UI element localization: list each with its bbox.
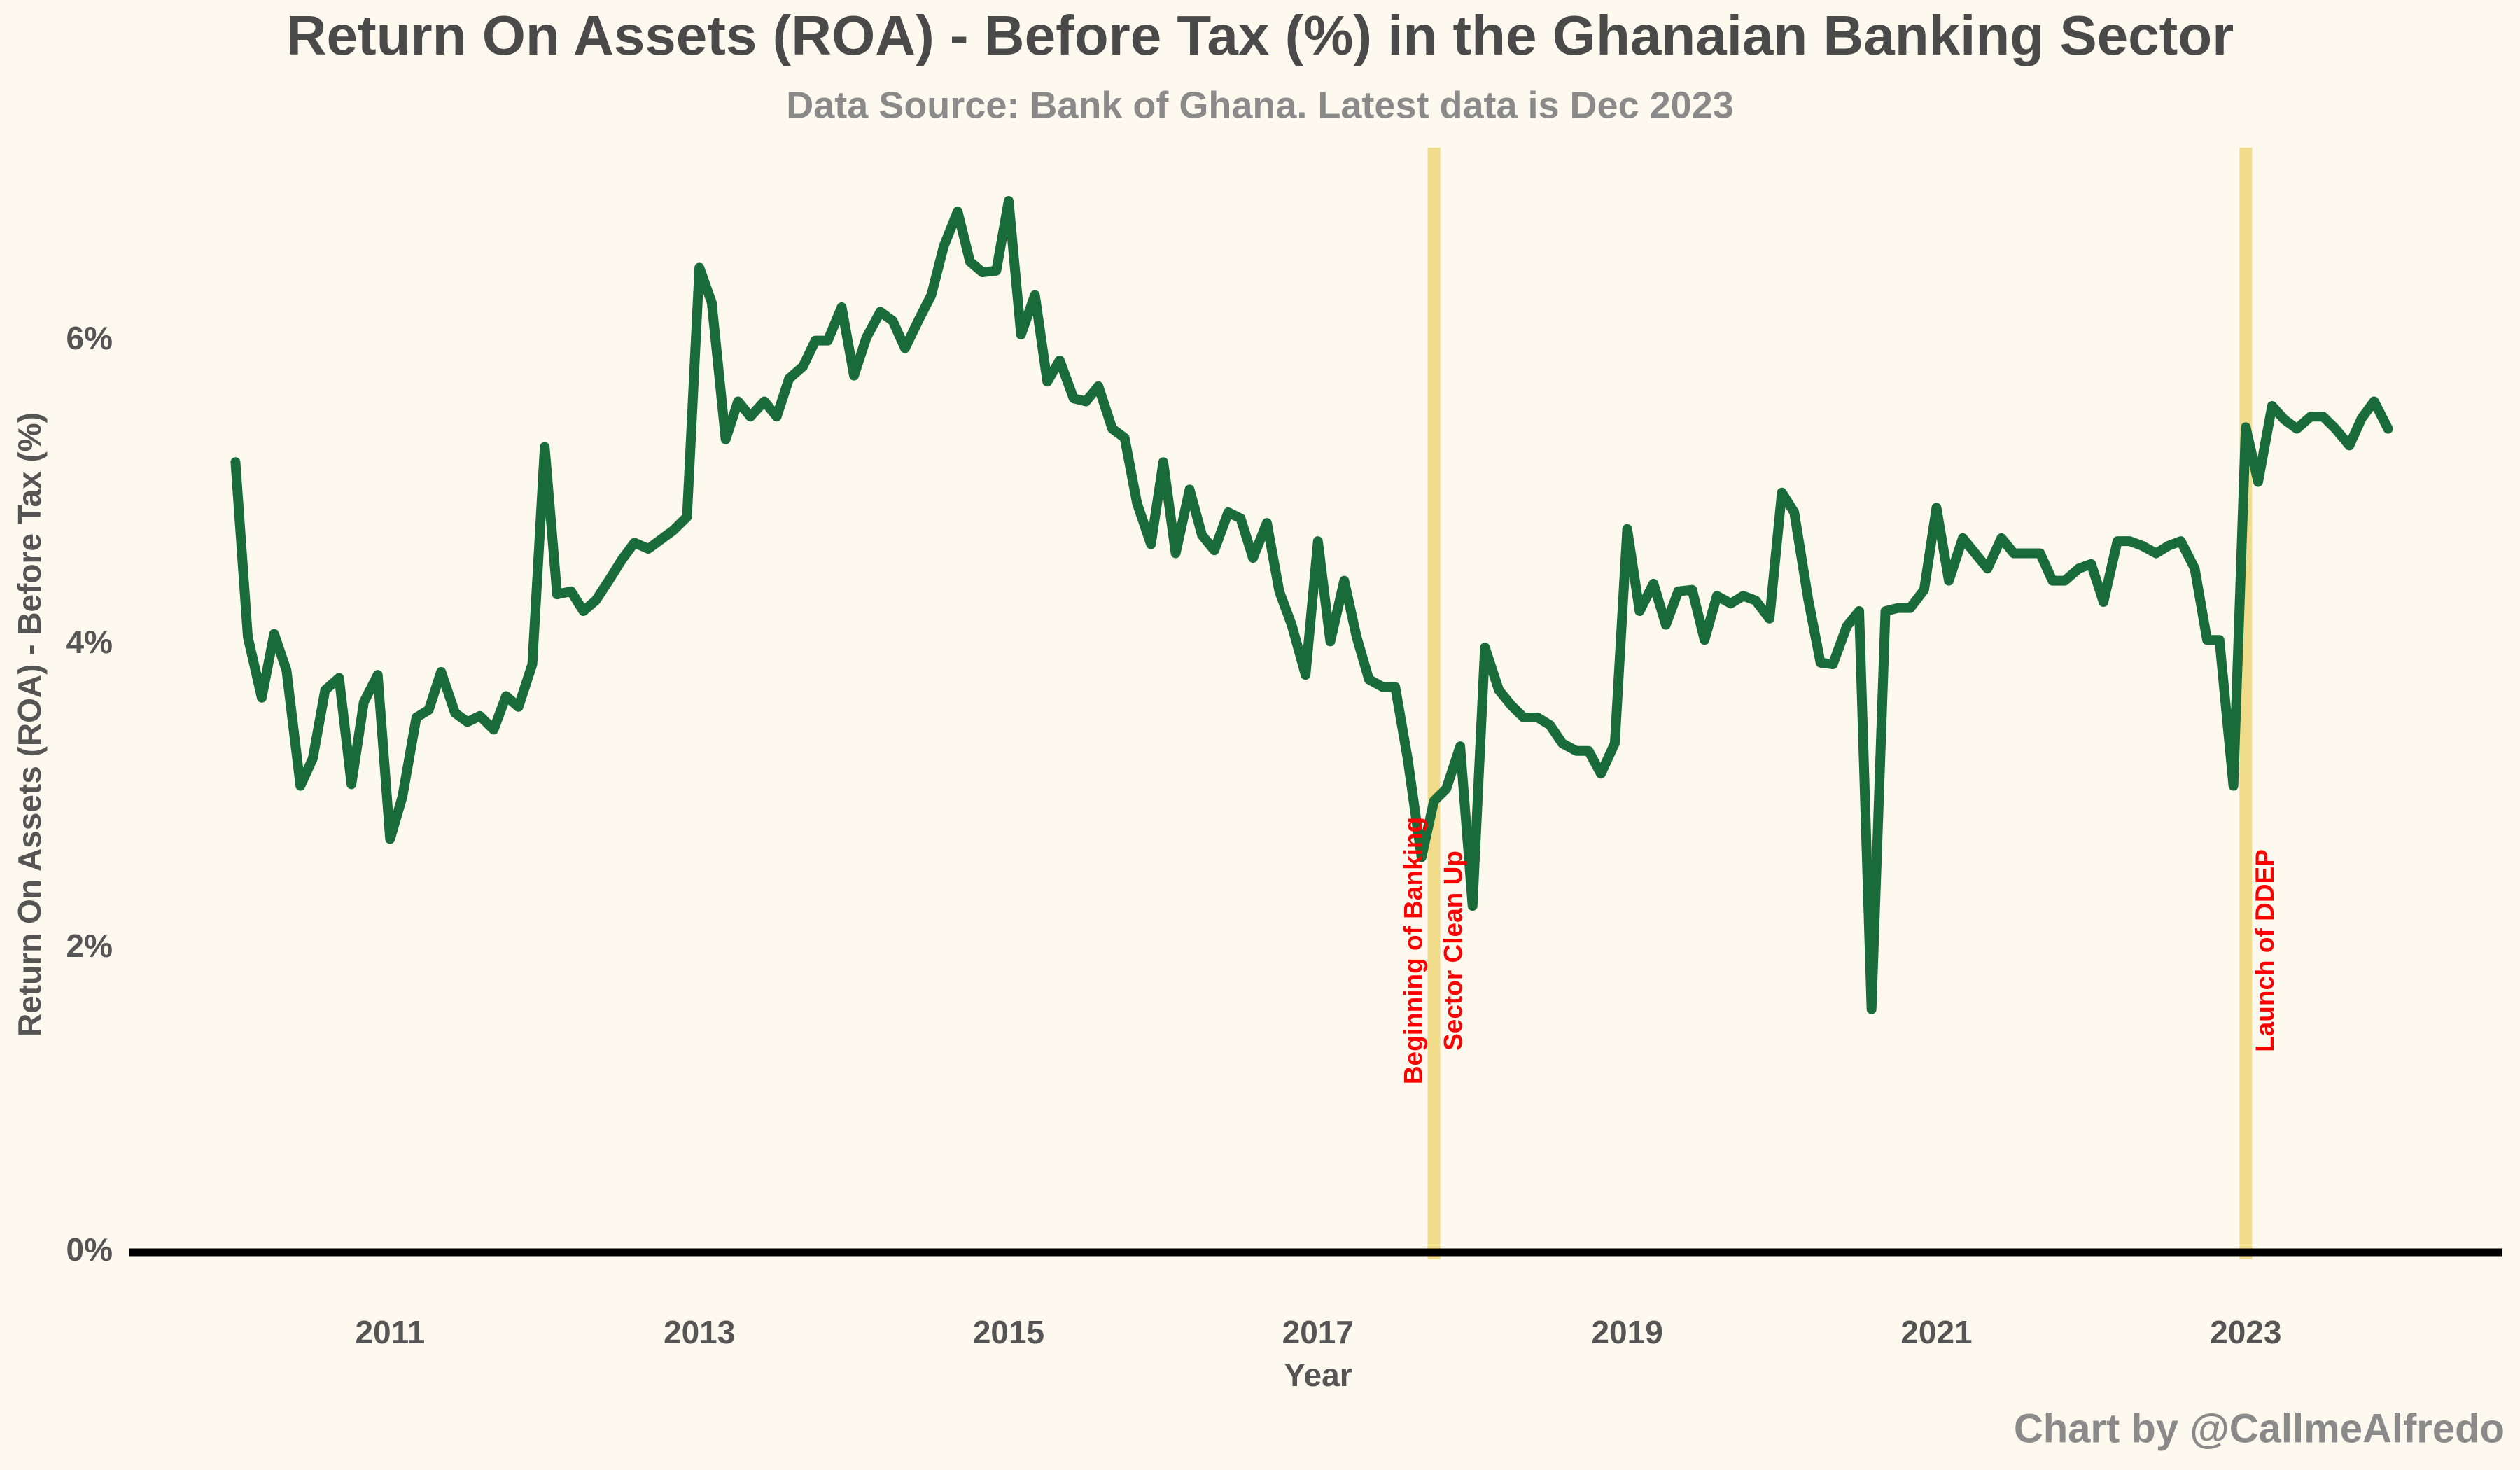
x-tick-label: 2013: [664, 1314, 735, 1350]
credit: Chart by @CallmeAlfredo: [2014, 1406, 2505, 1451]
x-tick-label: 2021: [1900, 1314, 1972, 1350]
x-tick-label: 2023: [2210, 1314, 2281, 1350]
event-label: Launch of DDEP: [2250, 849, 2279, 1052]
x-tick-label: 2017: [1282, 1314, 1354, 1350]
x-tick-label: 2011: [355, 1314, 425, 1350]
y-tick-label: 2%: [66, 927, 113, 964]
y-tick-label: 6%: [66, 320, 113, 356]
chart-title: Return On Assets (ROA) - Before Tax (%) …: [286, 4, 2234, 66]
y-axis-label: Return On Assets (ROA) - Before Tax (%): [11, 412, 48, 1037]
x-axis-label: Year: [1284, 1357, 1352, 1393]
data-line: [230, 195, 2393, 1014]
event-label: Sector Clean Up: [1438, 850, 1467, 1051]
x-tick-label: 2015: [973, 1314, 1044, 1350]
x-tick-label: 2019: [1591, 1314, 1662, 1350]
y-tick-label: 0%: [66, 1231, 113, 1268]
event-label: Beginning of Banking: [1399, 817, 1427, 1084]
chart-subtitle: Data Source: Bank of Ghana. Latest data …: [786, 84, 1733, 126]
y-tick-label: 4%: [66, 624, 113, 660]
